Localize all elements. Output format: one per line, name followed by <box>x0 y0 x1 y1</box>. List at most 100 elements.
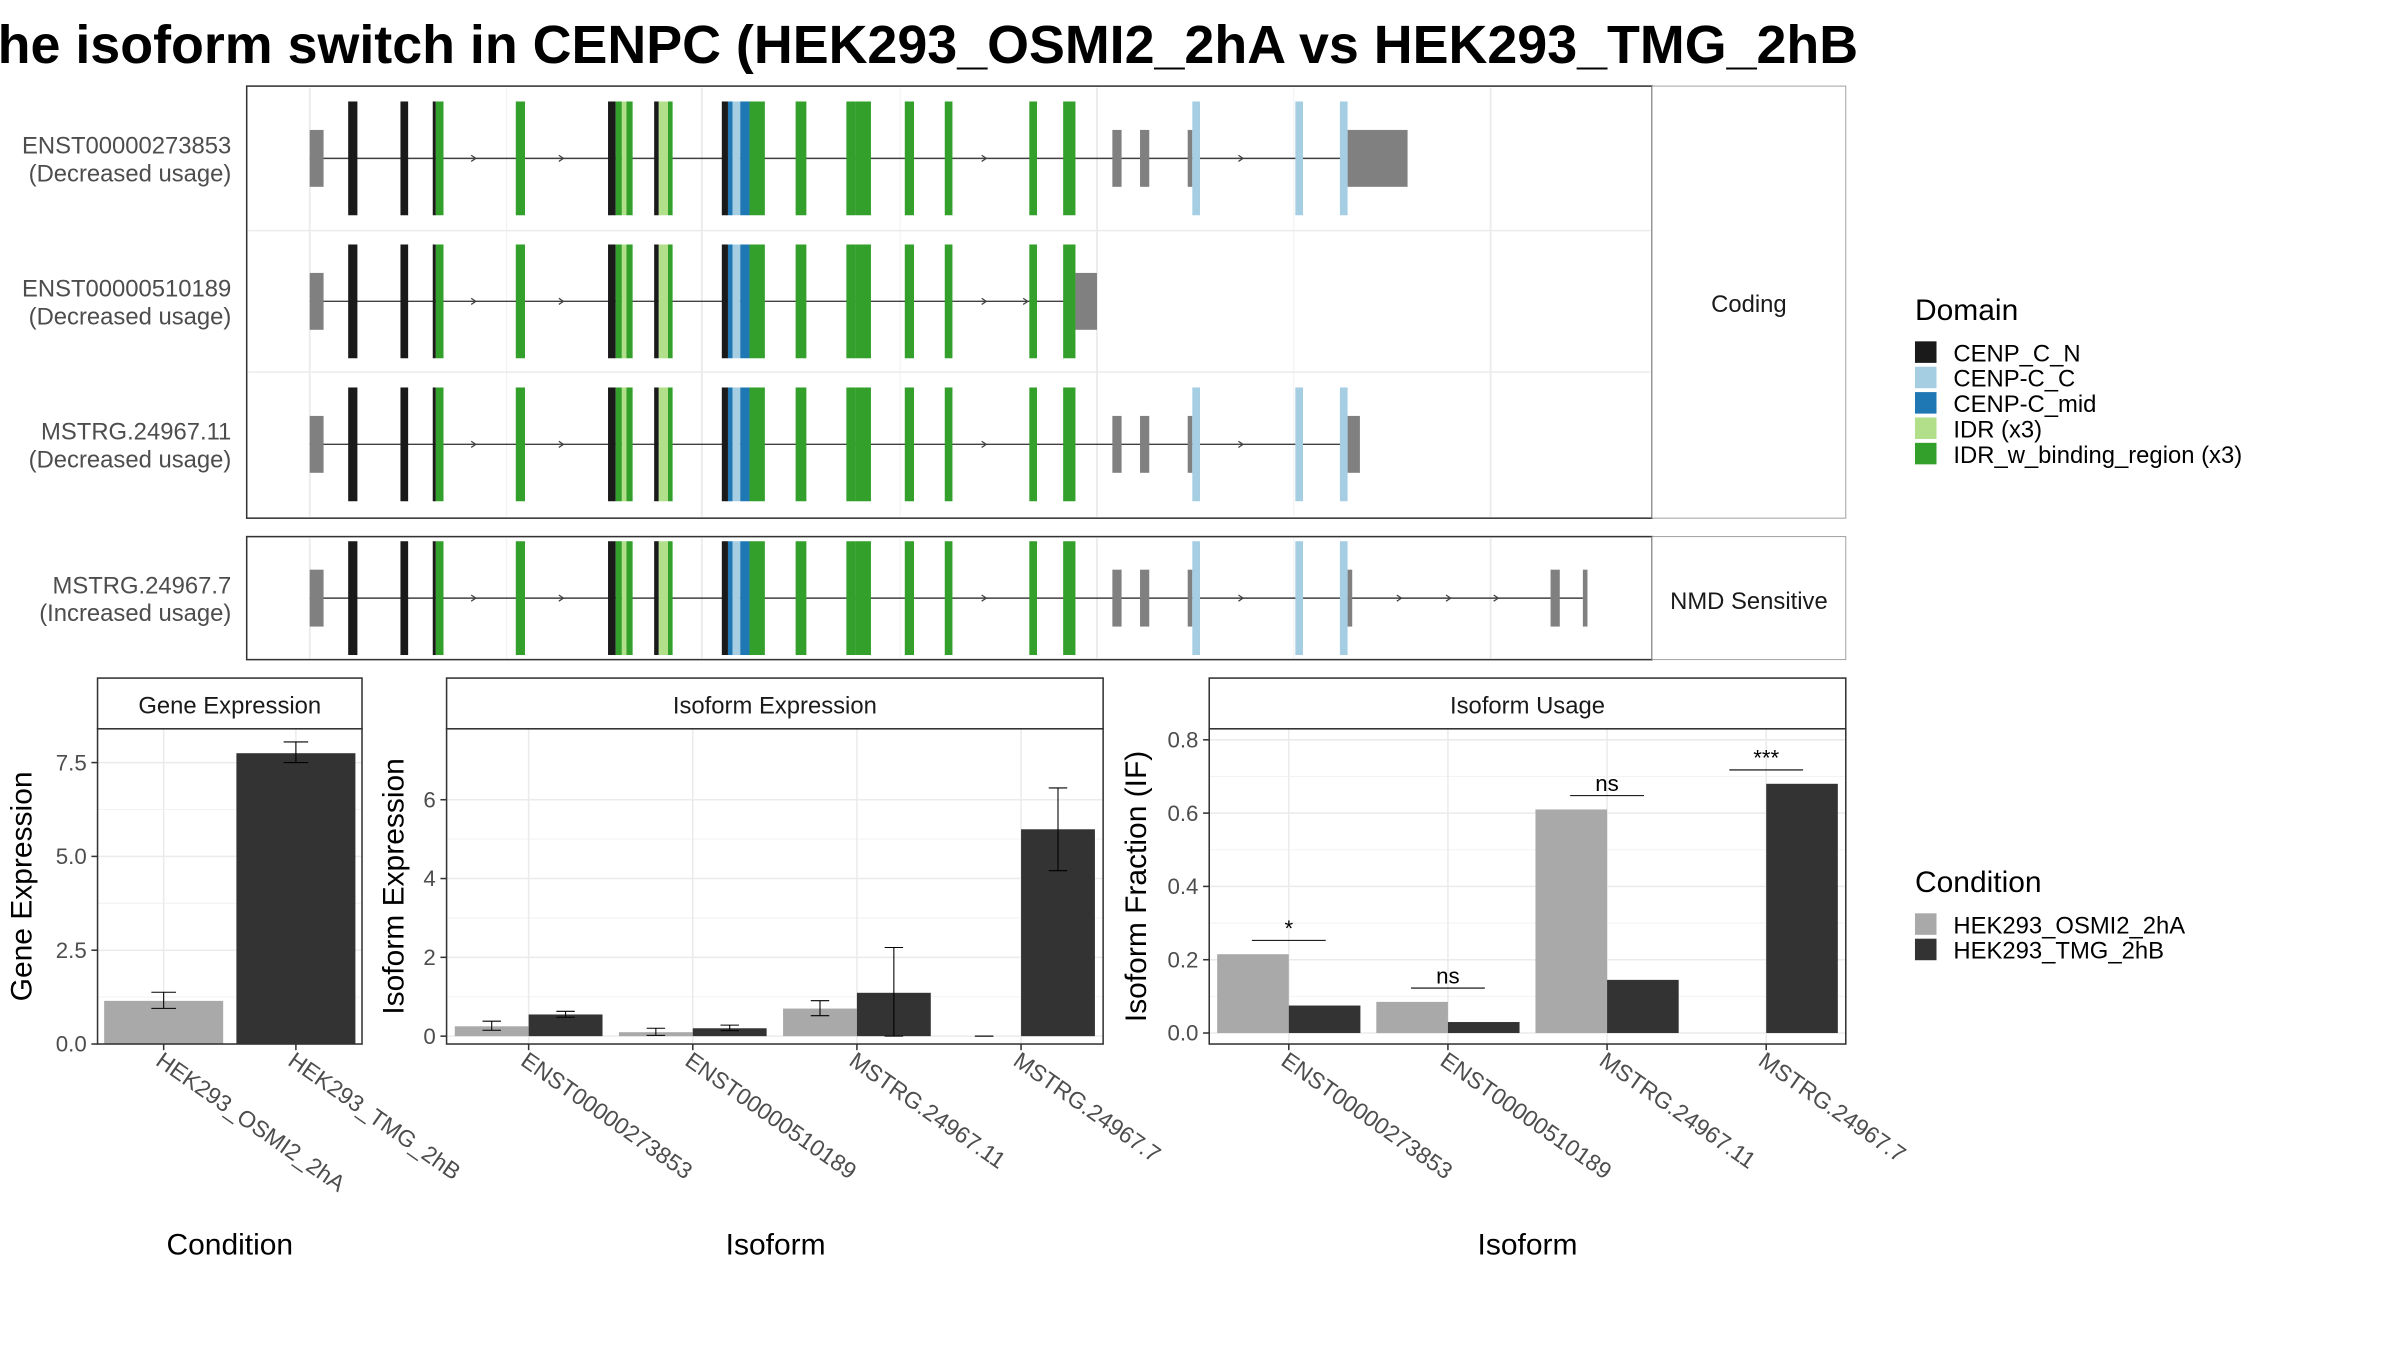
error-bar <box>884 946 904 1037</box>
condition-legend-label: HEK293_TMG_2hB <box>1953 938 2164 965</box>
y-tick-label: 6 <box>423 787 435 812</box>
domain-exon <box>727 101 733 216</box>
error-bar <box>482 1020 501 1031</box>
domain-exon <box>515 101 525 216</box>
error-bar <box>646 1027 666 1036</box>
domain-exon <box>1339 541 1348 656</box>
x-tick-label: ENST00000510189 <box>1436 1047 1617 1184</box>
strip-label-nmd: NMD Sensitive <box>1670 588 1828 615</box>
strand-arrow <box>558 440 565 448</box>
domain-exon <box>400 244 409 359</box>
strand-arrow <box>981 154 988 162</box>
domain-exon <box>435 541 444 656</box>
y-tick-label: 0.0 <box>1167 1021 1198 1046</box>
utr-exon <box>1347 129 1408 187</box>
domain-exon <box>1063 244 1076 359</box>
domain-exon <box>944 244 953 359</box>
domain-exon <box>740 244 750 359</box>
chart-panel-1: Isoform Expression 0 2 4 6 ENST00000273853ENS… <box>378 677 1166 1262</box>
strip-label-coding: Coding <box>1711 291 1787 318</box>
domain-exon <box>654 101 659 216</box>
domain-exon <box>749 541 765 656</box>
domain-legend-key <box>1914 417 1937 439</box>
domain-exon <box>1192 101 1200 216</box>
domain-exon <box>615 244 622 359</box>
domain-exon <box>615 101 622 216</box>
panel-border <box>96 728 363 1045</box>
error-bar <box>720 1024 739 1032</box>
utr-exon <box>1112 569 1122 627</box>
transcript-track-3 <box>309 541 1588 656</box>
domain-exon <box>515 387 525 502</box>
domain-exon <box>608 101 616 216</box>
domain-exon <box>846 101 856 216</box>
domain-exon <box>435 244 444 359</box>
domain-exon <box>855 244 871 359</box>
transcript-track-1 <box>309 244 1097 359</box>
strand-arrow <box>558 594 565 602</box>
domain-exon <box>432 244 436 359</box>
domain-exon <box>626 541 633 656</box>
domain-exon <box>435 101 444 216</box>
transcript-label: MSTRG.24967.7 <box>53 573 232 600</box>
panel-title: Gene Expression <box>138 692 321 719</box>
condition-legend-label: HEK293_OSMI2_2hA <box>1953 912 2185 939</box>
domain-exon <box>658 541 668 656</box>
x-tick-label: ENST00000273853 <box>517 1047 698 1184</box>
strand-arrow <box>981 297 988 305</box>
chart-panel-0: Gene Expression0.02.55.07.5HEK293_OSMI2_… <box>5 677 466 1262</box>
transcript-label: MSTRG.24967.11 <box>41 419 231 446</box>
transcript-usage-label: (Decreased usage) <box>29 160 232 187</box>
transcript-usage-label: (Decreased usage) <box>29 303 232 330</box>
domain-exon <box>727 387 733 502</box>
y-tick-label: 2 <box>423 945 435 970</box>
strand-arrow <box>470 594 477 602</box>
domain-exon <box>795 541 807 656</box>
bar <box>1376 1001 1448 1034</box>
utr-exon <box>309 129 324 187</box>
domain-exon <box>654 244 659 359</box>
domain-exon <box>1192 387 1200 502</box>
coding-strip <box>1651 85 1847 519</box>
utr-exon <box>1075 272 1097 330</box>
utr-exon <box>1187 129 1193 187</box>
domain-exon <box>658 244 668 359</box>
utr-exon <box>1347 569 1353 627</box>
significance-label: * <box>1284 916 1293 941</box>
utr-exon <box>1347 415 1360 473</box>
x-axis-title: Condition <box>166 1229 293 1262</box>
strand-arrow <box>1238 154 1245 162</box>
domain-exon <box>626 387 633 502</box>
transcript-track-0 <box>309 101 1408 216</box>
domain-exon <box>855 387 871 502</box>
condition-legend-key <box>1914 913 1937 935</box>
nmd-strip <box>1651 536 1847 661</box>
domain-exon <box>721 101 728 216</box>
domain-exon <box>904 541 915 656</box>
x-tick-label: MSTRG.24967.7 <box>1754 1047 1911 1167</box>
strand-arrow <box>1493 594 1500 602</box>
domain-exon <box>615 387 622 502</box>
domain-exon <box>667 541 673 656</box>
x-tick-label: MSTRG.24967.11 <box>845 1047 1011 1174</box>
domain-exon <box>1295 541 1304 656</box>
domain-exon <box>667 387 673 502</box>
utr-exon <box>1140 415 1150 473</box>
strand-arrow <box>1022 297 1029 305</box>
domain-exon <box>846 541 856 656</box>
domain-exon <box>1029 244 1038 359</box>
domain-exon <box>658 101 668 216</box>
condition-legend-key <box>1914 938 1937 961</box>
domain-exon <box>658 387 668 502</box>
domain-exon <box>732 541 741 656</box>
x-axis-title: Isoform <box>1478 1229 1578 1262</box>
domain-exon <box>740 101 750 216</box>
domain-exon <box>626 101 633 216</box>
domain-exon <box>721 541 728 656</box>
domain-exon <box>515 541 525 656</box>
y-tick-label: 4 <box>423 866 435 891</box>
domain-legend-key <box>1914 442 1937 465</box>
domain-legend-label: IDR (x3) <box>1953 416 2042 443</box>
panel-strip <box>96 677 363 730</box>
